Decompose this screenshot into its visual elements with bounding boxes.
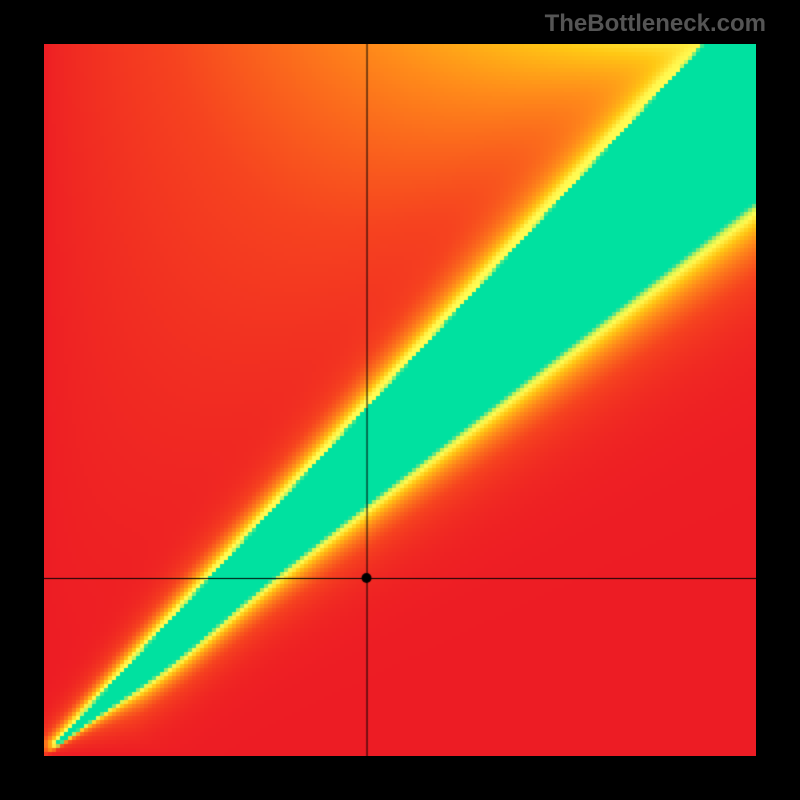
chart-container: TheBottleneck.com	[0, 0, 800, 800]
watermark-label: TheBottleneck.com	[545, 10, 766, 38]
bottleneck-heatmap	[44, 44, 756, 756]
